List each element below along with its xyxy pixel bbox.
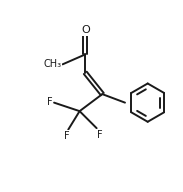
Text: F: F [47, 97, 53, 107]
Text: F: F [97, 130, 102, 140]
Text: O: O [81, 25, 90, 35]
Text: CH₃: CH₃ [43, 59, 61, 69]
Text: F: F [64, 131, 70, 141]
